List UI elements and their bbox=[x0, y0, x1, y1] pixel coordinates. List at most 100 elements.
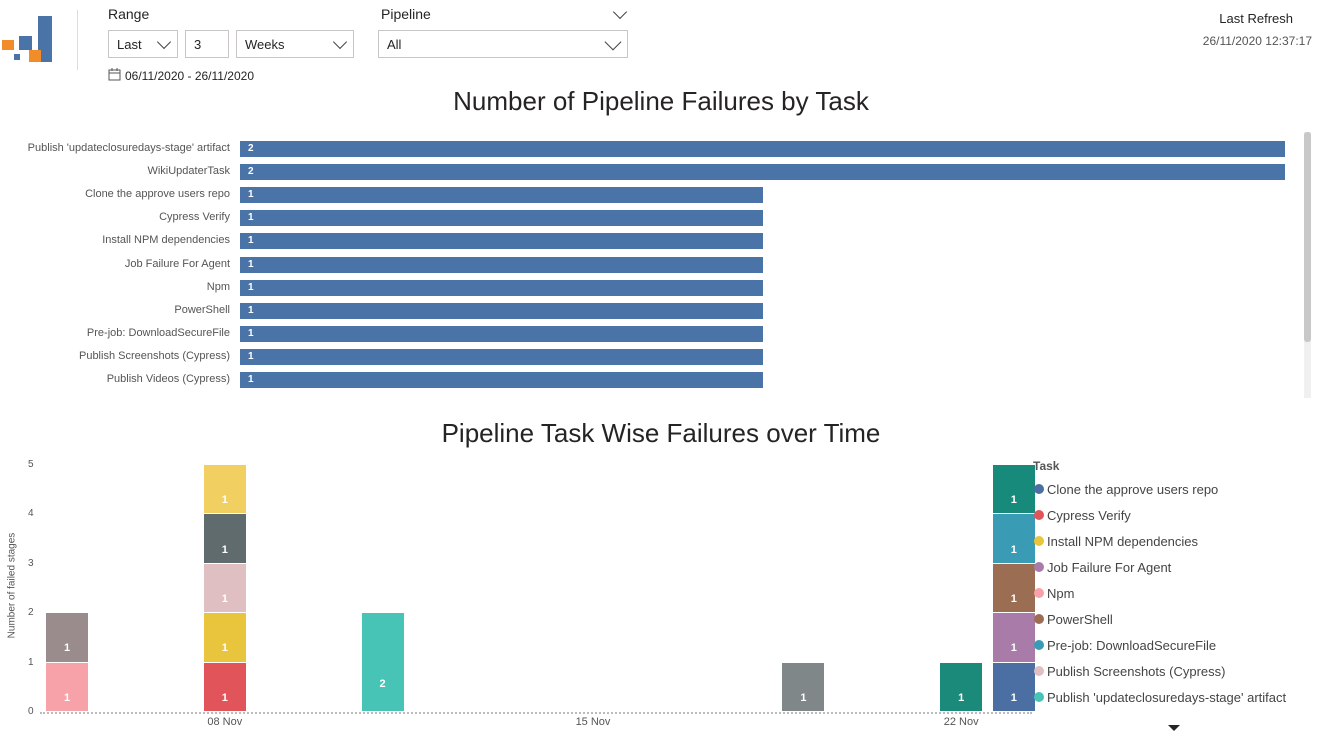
legend-dot-icon bbox=[1034, 588, 1044, 598]
chevron-down-icon bbox=[604, 33, 622, 50]
bar[interactable]: 1 bbox=[240, 348, 763, 365]
legend-item[interactable]: Cypress Verify bbox=[1034, 502, 1329, 528]
column-chart-title: Pipeline Task Wise Failures over Time bbox=[441, 418, 881, 448]
bar-category-label: Publish Videos (Cypress) bbox=[106, 373, 230, 385]
column-segment[interactable]: 1 bbox=[992, 465, 1035, 514]
segment-value-label: 1 bbox=[63, 691, 71, 704]
legend-label: Job Failure For Agent bbox=[1047, 559, 1172, 575]
bar-value-label: 1 bbox=[248, 327, 254, 339]
chart-scrollbar-thumb[interactable] bbox=[1304, 132, 1311, 342]
legend-item[interactable]: Job Failure For Agent bbox=[1034, 554, 1329, 580]
column-segment[interactable]: 1 bbox=[992, 563, 1035, 613]
range-label: Range bbox=[108, 6, 150, 22]
column-segment[interactable]: 1 bbox=[782, 662, 825, 711]
bar-value-label: 1 bbox=[248, 189, 254, 201]
column-segment[interactable]: 1 bbox=[203, 465, 246, 514]
legend-dot-icon bbox=[1034, 666, 1044, 676]
app-logo bbox=[2, 16, 52, 62]
chevron-down-icon bbox=[156, 34, 172, 49]
bar-value-label: 1 bbox=[248, 258, 254, 270]
legend-label: Cypress Verify bbox=[1047, 507, 1131, 523]
failures-over-time-chart: 0 1 2 3 4 5 08 Nov 15 Nov 22 Nov 1 1 1 1 1 1 1 2 1 1 1 1 1 1 1 bbox=[0, 455, 1035, 735]
column-segment[interactable]: 1 bbox=[46, 662, 88, 711]
legend-dot-icon bbox=[1034, 562, 1044, 572]
segment-value-label: 1 bbox=[1010, 593, 1017, 606]
bar[interactable]: 1 bbox=[240, 187, 763, 204]
bar[interactable]: 1 bbox=[240, 302, 763, 319]
bar-category-label: Clone the approve users repo bbox=[85, 188, 230, 201]
legend-label: Clone the approve users repo bbox=[1047, 481, 1219, 497]
range-mode-value: Last bbox=[117, 36, 142, 52]
legend-scroll-down-icon[interactable] bbox=[1167, 724, 1181, 732]
segment-value-label: 1 bbox=[1010, 543, 1017, 556]
range-unit-value: Weeks bbox=[245, 36, 285, 52]
y-tick-label: 1 bbox=[28, 656, 34, 668]
legend-item[interactable]: Clone the approve users repo bbox=[1034, 476, 1329, 502]
bar-category-label: Npm bbox=[206, 280, 230, 293]
bar[interactable]: 2 bbox=[240, 141, 1285, 157]
legend-item[interactable]: Npm bbox=[1034, 580, 1329, 606]
segment-value-label: 1 bbox=[1010, 691, 1017, 704]
bar[interactable]: 1 bbox=[240, 210, 763, 227]
legend-label: Publish 'updateclosuredays-stage' artifa… bbox=[1047, 689, 1287, 705]
last-refresh-label: Last Refresh bbox=[1219, 11, 1293, 26]
segment-value-label: 1 bbox=[1010, 642, 1017, 655]
legend-item[interactable]: Publish Screenshots (Cypress) bbox=[1034, 658, 1329, 684]
failures-by-task-chart: Publish 'updateclosuredays-stage' artifa… bbox=[0, 138, 1300, 393]
range-unit-dropdown[interactable]: Weeks bbox=[236, 30, 354, 58]
segment-value-label: 1 bbox=[800, 691, 807, 704]
column-segment[interactable]: 1 bbox=[992, 514, 1035, 563]
bar[interactable]: 2 bbox=[240, 164, 1285, 181]
bar-value-label: 1 bbox=[248, 281, 254, 293]
legend-item[interactable]: Install NPM dependencies bbox=[1034, 528, 1329, 554]
bar-value-label: 1 bbox=[248, 374, 254, 385]
bar-category-label: Install NPM dependencies bbox=[102, 234, 230, 247]
legend-label: Install NPM dependencies bbox=[1047, 533, 1199, 549]
segment-value-label: 1 bbox=[221, 691, 228, 704]
legend-dot-icon bbox=[1034, 640, 1044, 650]
range-count-input[interactable]: 3 bbox=[185, 30, 229, 58]
legend-dot-icon bbox=[1034, 510, 1044, 520]
column-segment[interactable]: 1 bbox=[203, 563, 246, 613]
range-count-value: 3 bbox=[194, 36, 202, 52]
range-mode-dropdown[interactable]: Last bbox=[108, 30, 178, 58]
bar[interactable]: 1 bbox=[240, 233, 763, 250]
column-segment[interactable]: 1 bbox=[992, 662, 1035, 711]
x-axis-line bbox=[40, 712, 1032, 714]
legend-item[interactable]: PowerShell bbox=[1034, 606, 1329, 632]
segment-value-label: 1 bbox=[1010, 494, 1017, 507]
bar[interactable]: 1 bbox=[240, 325, 763, 342]
bar-category-label: Publish Screenshots (Cypress) bbox=[78, 349, 230, 362]
segment-value-label: 1 bbox=[221, 543, 228, 556]
legend-item[interactable]: Publish 'updateclosuredays-stage' artifa… bbox=[1034, 684, 1329, 710]
bar-category-label: Publish 'updateclosuredays-stage' artifa… bbox=[27, 142, 230, 154]
bar-category-label: Pre-job: DownloadSecureFile bbox=[86, 326, 230, 339]
pipeline-value: All bbox=[387, 36, 402, 52]
bar-value-label: 1 bbox=[248, 304, 254, 316]
x-tick-label: 22 Nov bbox=[943, 716, 979, 728]
pipeline-collapse-chevron-icon[interactable] bbox=[612, 4, 628, 20]
chart-scrollbar-track[interactable] bbox=[1304, 132, 1311, 398]
segment-value-label: 1 bbox=[221, 642, 228, 655]
legend-item[interactable]: Pre-job: DownloadSecureFile bbox=[1034, 632, 1329, 658]
column-segment[interactable]: 1 bbox=[46, 613, 88, 662]
bar[interactable]: 1 bbox=[240, 372, 763, 388]
column-segment[interactable]: 2 bbox=[361, 613, 404, 711]
column-segment[interactable]: 1 bbox=[940, 662, 983, 711]
column-segment[interactable]: 1 bbox=[203, 662, 246, 711]
column-segment[interactable]: 1 bbox=[203, 613, 246, 662]
column-segment[interactable]: 1 bbox=[992, 613, 1035, 662]
segment-value-label: 1 bbox=[958, 691, 965, 704]
bar[interactable]: 1 bbox=[240, 279, 763, 296]
date-range-text: 06/11/2020 - 26/11/2020 bbox=[125, 69, 254, 83]
bar-value-label: 2 bbox=[248, 143, 254, 154]
bar-chart-title: Number of Pipeline Failures by Task bbox=[453, 86, 869, 116]
segment-value-label: 2 bbox=[379, 678, 386, 691]
bar-category-label: PowerShell bbox=[174, 303, 230, 316]
legend-label: Pre-job: DownloadSecureFile bbox=[1047, 637, 1217, 653]
bar-category-label: Job Failure For Agent bbox=[124, 257, 230, 270]
bar[interactable]: 1 bbox=[240, 256, 763, 273]
pipeline-dropdown[interactable]: All bbox=[378, 30, 628, 58]
bar-category-label: Cypress Verify bbox=[159, 211, 230, 224]
column-segment[interactable]: 1 bbox=[203, 514, 246, 563]
